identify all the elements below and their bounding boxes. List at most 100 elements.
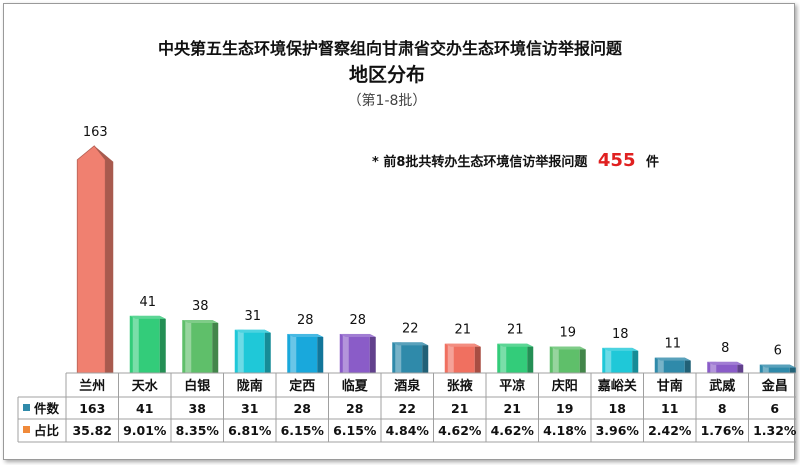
bar-top — [129, 315, 166, 319]
bar-highlight — [500, 343, 507, 373]
bar-天水 — [129, 315, 166, 373]
bar-side — [212, 320, 219, 373]
bar-top — [654, 357, 691, 361]
category-label: 兰州 — [79, 378, 105, 394]
data-label: 22 — [402, 321, 419, 336]
bar-top — [287, 333, 324, 337]
chart-svg: 中央第五生态环境保护督察组向甘肃省交办生态环境信访举报问题 地区分布 （第1-8… — [17, 39, 796, 443]
category-label: 张掖 — [447, 378, 474, 394]
table-cell: 41 — [136, 401, 153, 416]
bar-body — [707, 361, 738, 373]
bar-白银 — [182, 320, 219, 373]
category-label: 嘉峪关 — [597, 378, 637, 394]
bar-side — [264, 329, 271, 373]
table-cell: 6.15% — [281, 423, 325, 438]
bar-highlight — [710, 361, 717, 373]
bar-定西 — [287, 333, 324, 373]
data-label: 18 — [612, 327, 629, 342]
table-cell: 22 — [399, 401, 416, 416]
table-cell: 11 — [661, 401, 678, 416]
table-cell: 3.96% — [596, 423, 640, 438]
bar-金昌 — [759, 364, 796, 373]
bar-highlight — [132, 315, 139, 373]
data-label: 8 — [721, 341, 729, 356]
bars-layer: 163 41 38 31 28 28 22 21 21 19 18 11 8 6 — [76, 125, 796, 374]
table-cell: 21 — [451, 401, 468, 416]
data-label: 163 — [83, 125, 108, 140]
row-label: 占比 — [34, 423, 60, 438]
legend-marker — [23, 404, 30, 411]
category-label: 定西 — [288, 378, 315, 394]
bar-兰州 — [76, 145, 114, 374]
bar-highlight — [185, 320, 192, 373]
bar-side — [632, 347, 639, 373]
legend-marker — [23, 426, 30, 433]
category-label: 甘南 — [657, 378, 683, 394]
table-cell: 4.18% — [543, 423, 587, 438]
bar-top — [549, 346, 586, 350]
bar-highlight — [342, 333, 349, 373]
category-label: 天水 — [132, 378, 159, 394]
table-cell: 6.15% — [333, 423, 377, 438]
bar-side — [159, 315, 166, 373]
table-cell: 4.84% — [386, 423, 430, 438]
annotation-total: 455 — [598, 150, 636, 171]
bar-side — [422, 342, 429, 373]
table-cell: 6.81% — [228, 423, 272, 438]
bar-highlight — [762, 364, 769, 373]
category-label: 金昌 — [761, 378, 788, 394]
bar-highlight — [552, 346, 559, 373]
bar-side — [474, 343, 481, 373]
bar-庆阳 — [549, 346, 586, 373]
row-label: 件数 — [34, 401, 60, 416]
chart-batch-note: （第1-8批） — [348, 92, 427, 109]
bar-平凉 — [497, 343, 534, 373]
bar-top — [707, 361, 744, 365]
bar-top — [759, 364, 796, 368]
chart-annotation: * 前8批共转办生态环境信访举报问题 455 件 — [372, 150, 659, 171]
bar-highlight — [657, 357, 664, 373]
data-label: 21 — [507, 323, 524, 338]
table-cell: 9.01% — [123, 423, 167, 438]
table-cell: 1.32% — [753, 423, 796, 438]
data-label: 21 — [454, 323, 471, 338]
bar-side — [317, 333, 324, 373]
table-cell: 1.76% — [701, 423, 745, 438]
chart-title: 中央第五生态环境保护督察组向甘肃省交办生态环境信访举报问题 — [158, 39, 623, 58]
table-cell: 4.62% — [491, 423, 535, 438]
data-label: 19 — [559, 326, 576, 341]
table-cell: 8.35% — [176, 423, 220, 438]
table-cell: 35.82 — [72, 423, 112, 438]
data-label: 28 — [349, 313, 366, 328]
bar-top — [602, 347, 639, 351]
category-label: 庆阳 — [551, 378, 578, 394]
bar-临夏 — [339, 333, 376, 373]
bar-side — [579, 346, 586, 373]
annotation-suffix: 件 — [646, 154, 659, 170]
bar-top — [392, 342, 429, 346]
bar-top — [182, 320, 219, 324]
category-label: 武威 — [709, 378, 735, 394]
bar-top — [339, 333, 376, 337]
data-label: 38 — [192, 299, 209, 314]
data-label: 11 — [664, 337, 681, 352]
table-cell: 2.42% — [648, 423, 692, 438]
bar-top — [444, 343, 481, 347]
data-label: 31 — [244, 309, 261, 324]
bar-highlight — [605, 347, 612, 373]
bar-top — [497, 343, 534, 347]
chart-frame: 中央第五生态环境保护督察组向甘肃省交办生态环境信访举报问题 地区分布 （第1-8… — [3, 3, 796, 460]
table-cell: 4.62% — [438, 423, 482, 438]
bar-top — [234, 329, 271, 333]
bar-highlight — [395, 342, 402, 373]
table-cell: 38 — [189, 401, 206, 416]
bar-body — [759, 364, 790, 373]
bar-side — [527, 343, 534, 373]
bar-highlight — [237, 329, 244, 373]
bar-body — [76, 145, 106, 374]
category-label: 临夏 — [342, 378, 369, 394]
data-label: 28 — [297, 313, 314, 328]
category-label: 白银 — [184, 378, 211, 394]
bar-武威 — [707, 361, 744, 373]
